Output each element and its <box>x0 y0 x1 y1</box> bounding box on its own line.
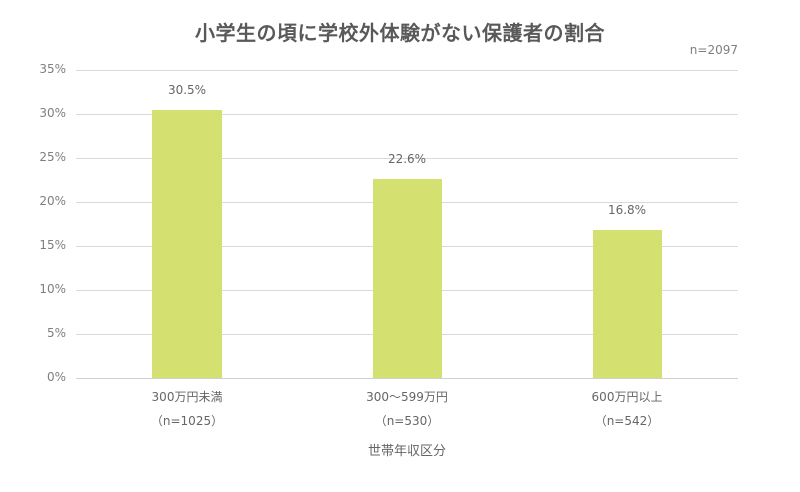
y-tick-35: 35% <box>39 62 66 76</box>
bar-value-label: 22.6% <box>387 152 427 166</box>
x-axis-title: 世帯年収区分 <box>367 444 446 459</box>
gridline-25 <box>76 158 738 159</box>
bar-under-300 <box>152 110 222 378</box>
x-axis-baseline <box>76 378 738 379</box>
category-label: 300〜599万円 <box>366 390 448 404</box>
x-category-600-plus: 600万円以上 （n=542） <box>527 389 727 429</box>
plot-area: 30.5% 22.6% 16.8% <box>76 70 738 379</box>
bar-300-599 <box>373 179 442 378</box>
bar-value-label: 16.8% <box>607 203 647 217</box>
category-sample-size: （n=1025） <box>150 414 224 428</box>
y-tick-30: 30% <box>39 106 66 120</box>
total-sample-size: n=2097 <box>689 43 738 57</box>
x-category-300-599: 300〜599万円 （n=530） <box>307 389 507 429</box>
category-label: 300万円未満 <box>151 390 223 404</box>
y-tick-5: 5% <box>46 326 66 340</box>
chart-title: 小学生の頃に学校外体験がない保護者の割合 <box>195 21 605 45</box>
category-sample-size: （n=530） <box>374 414 440 428</box>
gridline-35 <box>76 70 738 71</box>
category-sample-size: （n=542） <box>594 414 660 428</box>
y-tick-20: 20% <box>39 194 66 208</box>
bar-600-plus <box>593 230 662 378</box>
y-tick-15: 15% <box>39 238 66 252</box>
x-category-under-300: 300万円未満 （n=1025） <box>87 389 287 429</box>
y-tick-25: 25% <box>39 150 66 164</box>
y-tick-10: 10% <box>39 282 66 296</box>
y-tick-0: 0% <box>46 370 66 384</box>
category-label: 600万円以上 <box>591 390 663 404</box>
gridline-30 <box>76 114 738 115</box>
bar-value-label: 30.5% <box>167 83 207 97</box>
